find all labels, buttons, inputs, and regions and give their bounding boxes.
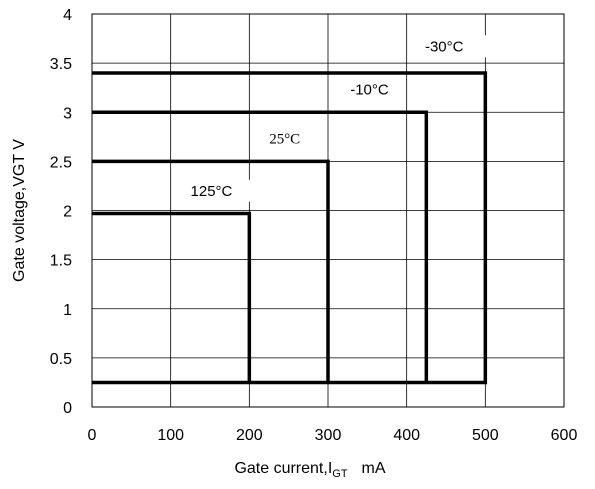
series-label-background (412, 35, 503, 58)
x-tick-labels: 0 100 200 300 400 500 600 (88, 427, 578, 444)
x-tick-label: 0 (88, 427, 97, 444)
y-tick-labels: 0 0.5 1 1.5 2 2.5 3 3.5 4 (50, 7, 72, 417)
series-label-background (178, 179, 275, 202)
y-tick-label: 4 (63, 7, 72, 24)
series-line-25c (92, 159, 330, 383)
plot-frame (91, 13, 565, 408)
y-tick-label: 1 (63, 302, 72, 319)
y-tick-label: 3 (63, 105, 72, 122)
y-tick-label: 3.5 (50, 56, 72, 73)
x-axis-label-unit: mA (362, 460, 386, 477)
series-label: -30°C (425, 38, 464, 55)
series-label: 25°C (269, 132, 300, 148)
x-tick-label: 500 (472, 427, 499, 444)
series-label-background (257, 127, 310, 150)
series-label: 125°C (191, 183, 233, 200)
y-tick-label: 0.5 (50, 351, 72, 368)
x-tick-label: 100 (157, 427, 184, 444)
series-label: -10°C (350, 82, 389, 99)
series-labels: -30°C -10°C 25°C 125°C (178, 35, 503, 202)
y-tick-label: 0 (63, 400, 72, 417)
x-axis-label: Gate current,IGT mA (234, 460, 385, 480)
x-axis-label-subscript: GT (332, 468, 348, 480)
x-axis-label-main: Gate current,I (234, 460, 332, 477)
y-tick-label: 2 (63, 204, 72, 221)
series-line--10c (92, 110, 429, 383)
series-line--30c (92, 71, 488, 385)
y-tick-label: 2.5 (50, 154, 72, 171)
y-axis-label: Gate voltage,VGT V (11, 139, 28, 282)
x-tick-label: 400 (393, 427, 420, 444)
series-line-125c (92, 211, 252, 383)
series-label-background (338, 78, 397, 101)
x-tick-label: 200 (236, 427, 263, 444)
x-tick-label: 600 (551, 427, 578, 444)
x-tick-label: 300 (315, 427, 342, 444)
series-lines (92, 71, 488, 385)
y-tick-label: 1.5 (50, 253, 72, 270)
